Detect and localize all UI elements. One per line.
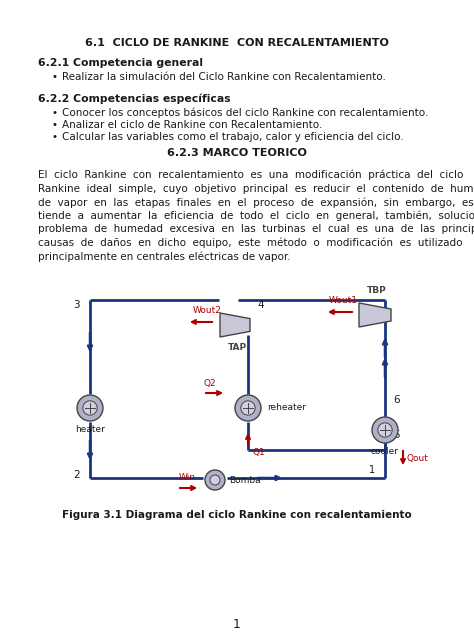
- Text: Analizar el ciclo de Rankine con Recalentamiento.: Analizar el ciclo de Rankine con Recalen…: [62, 120, 322, 130]
- Text: Realizar la simulación del Ciclo Rankine con Recalentamiento.: Realizar la simulación del Ciclo Rankine…: [62, 72, 386, 82]
- Text: cooler: cooler: [371, 447, 399, 456]
- Text: tiende  a  aumentar  la  eficiencia  de  todo  el  ciclo  en  general,  también,: tiende a aumentar la eficiencia de todo …: [38, 210, 474, 221]
- Text: •: •: [52, 132, 58, 142]
- Text: de  vapor  en  las  etapas  finales  en  el  proceso  de  expansión,  sin  embar: de vapor en las etapas finales en el pro…: [38, 197, 474, 207]
- Text: Q2: Q2: [204, 379, 216, 388]
- Text: Wout1: Wout1: [328, 296, 357, 305]
- Text: 2: 2: [73, 470, 80, 480]
- Text: Rankine  ideal  simple,  cuyo  objetivo  principal  es  reducir  el  contenido  : Rankine ideal simple, cuyo objetivo prin…: [38, 183, 474, 193]
- Text: El  ciclo  Rankine  con  recalentamiento  es  una  modificación  práctica  del  : El ciclo Rankine con recalentamiento es …: [38, 170, 464, 181]
- Text: •: •: [52, 108, 58, 118]
- Text: Qout: Qout: [407, 454, 429, 463]
- Text: 1: 1: [369, 465, 375, 475]
- Text: principalmente en centrales eléctricas de vapor.: principalmente en centrales eléctricas d…: [38, 251, 291, 262]
- Text: 6.2.1 Competencia general: 6.2.1 Competencia general: [38, 58, 203, 68]
- Text: 6: 6: [393, 395, 400, 405]
- Circle shape: [372, 417, 398, 443]
- Text: causas  de  daños  en  dicho  equipo,  este  método  o  modificación  es  utiliz: causas de daños en dicho equipo, este mé…: [38, 238, 463, 248]
- Text: heater: heater: [75, 425, 105, 434]
- Text: Win: Win: [179, 473, 195, 482]
- Circle shape: [378, 423, 392, 437]
- Circle shape: [241, 401, 255, 415]
- Text: 4: 4: [257, 300, 264, 310]
- Text: 6.1  CICLO DE RANKINE  CON RECALENTAMIENTO: 6.1 CICLO DE RANKINE CON RECALENTAMIENTO: [85, 38, 389, 48]
- Polygon shape: [220, 313, 250, 337]
- Text: TAP: TAP: [228, 343, 246, 352]
- Text: Q1: Q1: [253, 449, 266, 458]
- Text: Bomba: Bomba: [229, 476, 261, 485]
- Text: Wout2: Wout2: [192, 306, 221, 315]
- Text: Conocer los conceptos básicos del ciclo Rankine con recalentamiento.: Conocer los conceptos básicos del ciclo …: [62, 108, 428, 119]
- Text: •: •: [52, 120, 58, 130]
- Circle shape: [77, 395, 103, 421]
- Circle shape: [205, 470, 225, 490]
- Text: 6.2.2 Competencias específicas: 6.2.2 Competencias específicas: [38, 94, 231, 104]
- Circle shape: [210, 475, 220, 485]
- Text: Figura 3.1 Diagrama del ciclo Rankine con recalentamiento: Figura 3.1 Diagrama del ciclo Rankine co…: [62, 510, 412, 520]
- Circle shape: [235, 395, 261, 421]
- Text: 6.2.3 MARCO TEORICO: 6.2.3 MARCO TEORICO: [167, 148, 307, 158]
- Text: reheater: reheater: [267, 403, 306, 413]
- Text: 5: 5: [393, 430, 400, 440]
- Polygon shape: [359, 303, 391, 327]
- Text: Calcular las variables como el trabajo, calor y eficiencia del ciclo.: Calcular las variables como el trabajo, …: [62, 132, 404, 142]
- Text: •: •: [52, 72, 58, 82]
- Text: problema  de  humedad  excesiva  en  las  turbinas  el  cual  es  una  de  las  : problema de humedad excesiva en las turb…: [38, 224, 474, 234]
- Text: 1: 1: [233, 618, 241, 631]
- Text: TBP: TBP: [367, 286, 387, 295]
- Text: 3: 3: [73, 300, 80, 310]
- Circle shape: [83, 401, 97, 415]
